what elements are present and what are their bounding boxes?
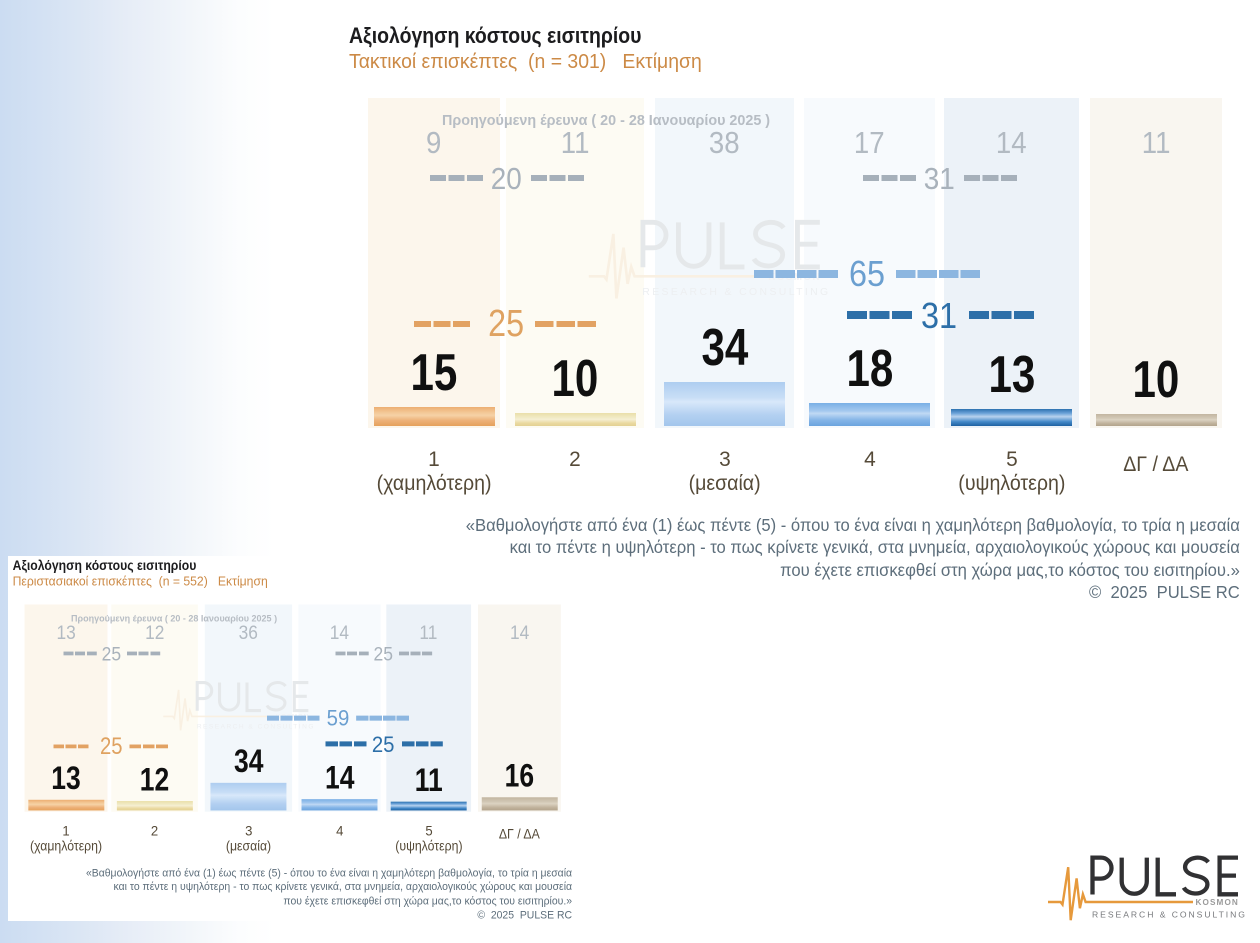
svg-text:RESEARCH & CONSULTING: RESEARCH & CONSULTING (642, 287, 830, 298)
svg-text:RESEARCH & CONSULTING: RESEARCH & CONSULTING (1092, 910, 1247, 920)
svg-text:KOSMON: KOSMON (1196, 898, 1239, 907)
svg-text:RESEARCH & CONSULTING: RESEARCH & CONSULTING (197, 723, 315, 730)
